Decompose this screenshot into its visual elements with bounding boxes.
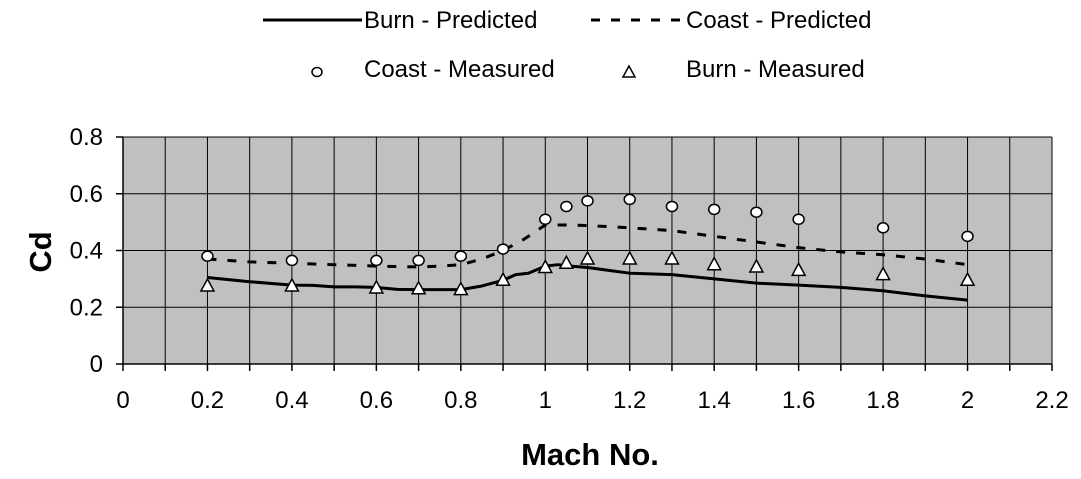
- data-point-burn-measured: [199, 277, 216, 292]
- data-point-coast-measured: [201, 250, 214, 262]
- y-tick-label: 0: [90, 351, 103, 378]
- x-tick-label: 1: [539, 387, 552, 414]
- data-point-burn-measured: [284, 277, 300, 292]
- legend-swatch-coast-measured: [311, 66, 323, 78]
- legend-label-burn-predicted: Burn - Predicted: [364, 7, 537, 34]
- x-tick-label: 0.6: [360, 387, 393, 414]
- data-point-burn-measured: [706, 256, 722, 271]
- y-tick-label: 0.2: [70, 294, 103, 321]
- x-tick-label: 2.2: [1035, 387, 1068, 414]
- x-tick-label: 0: [116, 387, 129, 414]
- data-point-coast-measured: [792, 213, 805, 226]
- data-point-burn-measured: [748, 258, 765, 273]
- data-point-coast-measured: [665, 200, 679, 213]
- x-tick-label: 1.6: [782, 387, 815, 414]
- data-point-coast-measured: [707, 203, 721, 216]
- legend-label-burn-measured: Burn - Measured: [686, 56, 865, 83]
- data-point-burn-measured: [959, 271, 976, 287]
- y-axis-title: Cd: [23, 231, 58, 272]
- x-tick-label: 2: [961, 387, 974, 414]
- data-point-coast-measured: [370, 254, 383, 267]
- x-tick-label: 1.2: [613, 387, 646, 414]
- data-point-coast-measured: [454, 250, 468, 262]
- data-point-burn-measured: [410, 280, 427, 295]
- x-axis-title: Mach No.: [521, 437, 659, 472]
- data-point-burn-measured: [664, 250, 680, 265]
- series-line-burn-predicted: [207, 263, 968, 302]
- data-point-coast-measured: [750, 206, 763, 218]
- x-tick-label: 0.8: [444, 387, 477, 414]
- data-point-burn-measured: [368, 279, 385, 294]
- data-point-coast-measured: [961, 230, 974, 243]
- x-tick-label: 1.8: [866, 387, 899, 414]
- data-point-burn-measured: [621, 250, 638, 265]
- legend-swatch-burn-measured: [621, 64, 637, 78]
- data-point-burn-measured: [579, 250, 596, 265]
- data-point-burn-measured: [537, 258, 554, 274]
- y-tick-label: 0.4: [70, 238, 103, 265]
- data-point-coast-measured: [496, 243, 510, 255]
- y-tick-label: 0.8: [70, 124, 103, 151]
- data-point-coast-measured: [412, 254, 425, 267]
- data-point-burn-measured: [790, 261, 807, 277]
- x-tick-label: 1.4: [697, 387, 730, 414]
- data-point-coast-measured: [560, 200, 573, 213]
- x-tick-label: 0.4: [275, 387, 308, 414]
- data-point-burn-measured: [495, 271, 511, 287]
- x-tick-label: 0.2: [191, 387, 224, 414]
- legend-label-coast-predicted: Coast - Predicted: [686, 7, 871, 34]
- plot-area: 0 0.2 0.4 0.6 0.8 1 1.2 1.4 1.6 1.8 2 2.2 0 0.2 0.4 0.6…: [70, 124, 1069, 414]
- data-point-coast-measured: [623, 193, 636, 206]
- data-point-coast-measured: [539, 213, 552, 226]
- legend: Burn - Predicted Coast - Predicted Coast…: [263, 7, 871, 83]
- data-point-burn-measured: [558, 254, 575, 270]
- data-point-coast-measured: [285, 254, 299, 267]
- legend-label-coast-measured: Coast - Measured: [364, 56, 555, 83]
- data-point-coast-measured: [581, 195, 594, 207]
- y-tick-label: 0.6: [70, 181, 103, 208]
- data-point-coast-measured: [876, 222, 890, 234]
- data-point-burn-measured: [453, 281, 469, 296]
- data-point-burn-measured: [875, 266, 891, 281]
